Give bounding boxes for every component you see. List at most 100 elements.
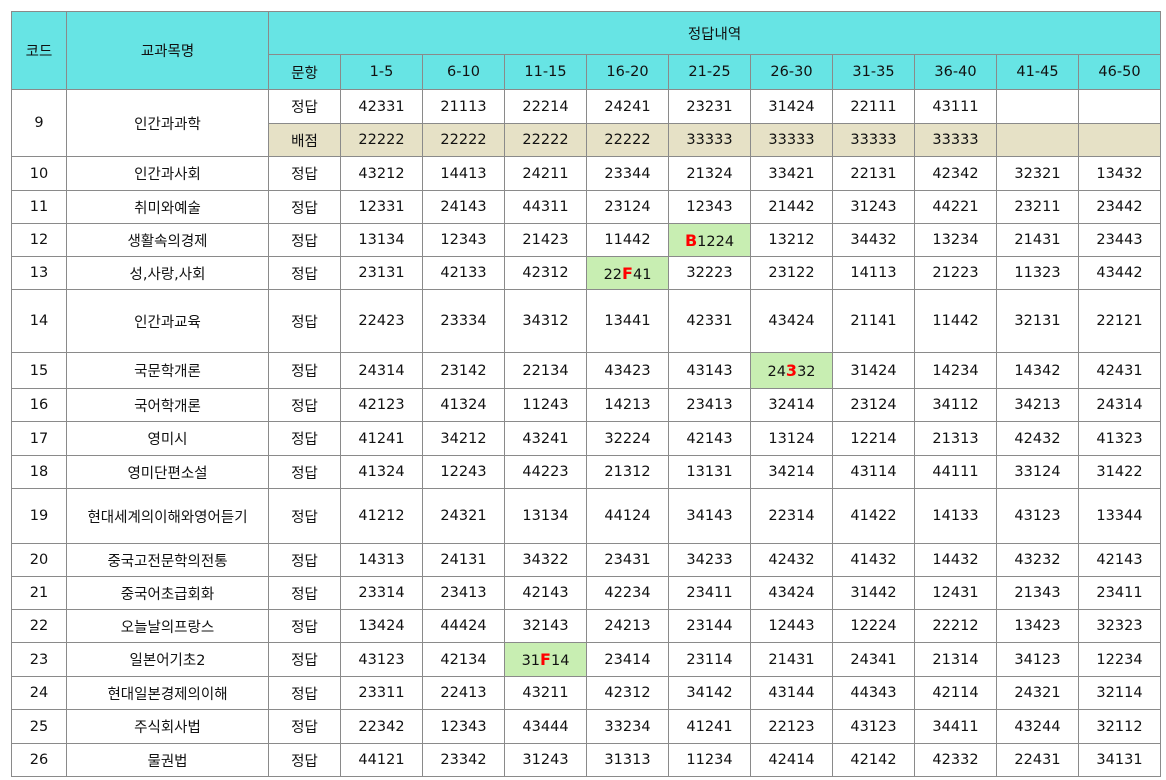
answer-label-cell: 정답 — [268, 743, 341, 777]
answer-cell: 43123 — [340, 642, 423, 677]
answer-cell: 42331 — [340, 89, 423, 124]
answer-key-table: 코드 교과목명 정답내역 문항 1-5 6-10 11-15 16-20 21-25 26… — [11, 11, 1161, 777]
answer-cell: 12443 — [750, 609, 833, 643]
answer-cell: 32323 — [1078, 609, 1161, 643]
answer-text-part: 41 — [632, 266, 652, 283]
answer-cell: 42414 — [750, 743, 833, 777]
answer-cell: 43232 — [996, 543, 1079, 577]
answer-cell: 11442 — [586, 223, 669, 257]
answer-cell: 41422 — [832, 488, 915, 544]
code-cell: 15 — [11, 352, 67, 389]
subject-cell: 인간과사회 — [66, 156, 269, 191]
answer-cell: 11323 — [996, 256, 1079, 290]
answer-cell: 32114 — [1078, 676, 1161, 710]
answer-cell: 44111 — [914, 455, 997, 489]
code-cell: 18 — [11, 455, 67, 489]
answer-cell: 21423 — [504, 223, 587, 257]
answer-cell: 13212 — [750, 223, 833, 257]
answer-cell: 44223 — [504, 455, 587, 489]
answer-cell: 34112 — [914, 388, 997, 422]
answer-cell: 13344 — [1078, 488, 1161, 544]
subject-cell: 일본어기초2 — [66, 642, 269, 677]
answer-cell: 13124 — [750, 421, 833, 456]
code-cell: 14 — [11, 289, 67, 353]
answer-cell: 23124 — [832, 388, 915, 422]
answer-cell: 44124 — [586, 488, 669, 544]
points-label-cell: 배점 — [268, 123, 341, 157]
answer-cell: 22423 — [340, 289, 423, 353]
answer-cell: 13423 — [996, 609, 1079, 643]
answer-cell: 44343 — [832, 676, 915, 710]
answer-cell: 42234 — [586, 576, 669, 610]
answer-cell: 21312 — [586, 455, 669, 489]
answer-cell: 32321 — [996, 156, 1079, 191]
answer-cell: 13234 — [914, 223, 997, 257]
answer-cell: 32131 — [996, 289, 1079, 353]
answer-label-cell: 정답 — [268, 543, 341, 577]
answer-cell: 34233 — [668, 543, 751, 577]
answer-cell: 32223 — [668, 256, 751, 290]
answer-label-cell: 정답 — [268, 421, 341, 456]
answer-cell: 23144 — [668, 609, 751, 643]
answer-cell: 43123 — [832, 709, 915, 744]
answer-cell: 12343 — [422, 709, 505, 744]
subject-cell: 인간과과학 — [66, 89, 269, 157]
answer-cell: 23413 — [422, 576, 505, 610]
code-cell: 9 — [11, 89, 67, 157]
answer-cell: 23131 — [340, 256, 423, 290]
answer-cell: 42432 — [750, 543, 833, 577]
subject-cell: 주식회사법 — [66, 709, 269, 744]
table-row: 22 오늘날의프랑스 정답 13424 44424 32143 24213 23144 1244… — [11, 609, 1161, 643]
table-row: 21 중국어초급회화 정답 23314 23413 42143 42234 23411 4342… — [11, 576, 1161, 610]
answer-label-cell: 정답 — [268, 156, 341, 191]
answer-cell: 13424 — [340, 609, 423, 643]
answer-cell: 23414 — [586, 642, 669, 677]
answer-cell: 31442 — [832, 576, 915, 610]
answer-cell: 24321 — [422, 488, 505, 544]
code-cell: 19 — [11, 488, 67, 544]
answer-cell: 24332 — [750, 352, 833, 389]
answer-text-part: 32 — [797, 364, 816, 380]
answer-cell: 22413 — [422, 676, 505, 710]
answer-cell: 41212 — [340, 488, 423, 544]
answer-cell: 11442 — [914, 289, 997, 353]
range-header: 31-35 — [832, 54, 915, 90]
answer-label-cell: 정답 — [268, 642, 341, 677]
answer-cell: 12224 — [832, 609, 915, 643]
answer-cell: 41241 — [340, 421, 423, 456]
answer-cell: 42143 — [1078, 543, 1161, 577]
answer-cell: 32224 — [586, 421, 669, 456]
answer-cell: 41432 — [832, 543, 915, 577]
answer-cell: 34123 — [996, 642, 1079, 677]
answer-cell: 43444 — [504, 709, 587, 744]
answer-cell: 23411 — [1078, 576, 1161, 610]
answer-label-cell: 정답 — [268, 352, 341, 389]
answer-cell: 42342 — [914, 156, 997, 191]
answer-cell: 32414 — [750, 388, 833, 422]
answer-cell — [996, 89, 1079, 124]
points-cell — [1078, 123, 1161, 157]
answer-label-cell: 정답 — [268, 190, 341, 224]
answer-cell: 23231 — [668, 89, 751, 124]
answer-cell: 42114 — [914, 676, 997, 710]
points-cell: 22222 — [340, 123, 423, 157]
answer-label-cell: 정답 — [268, 388, 341, 422]
code-cell: 21 — [11, 576, 67, 610]
answer-cell: 24211 — [504, 156, 587, 191]
answer-cell: 43212 — [340, 156, 423, 191]
answer-cell: 22123 — [750, 709, 833, 744]
answer-cell: 31F14 — [504, 642, 587, 677]
header-row-2: 문항 1-5 6-10 11-15 16-20 21-25 26-30 31-35 36-40… — [12, 54, 1161, 90]
answer-cell: 44424 — [422, 609, 505, 643]
answer-cell: 43424 — [750, 289, 833, 353]
points-cell: 33333 — [914, 123, 997, 157]
answer-cell: 43211 — [504, 676, 587, 710]
subject-cell: 현대일본경제의이해 — [66, 676, 269, 710]
answer-cell: 21223 — [914, 256, 997, 290]
points-cell — [996, 123, 1079, 157]
answer-cell: 14133 — [914, 488, 997, 544]
range-header: 1-5 — [340, 54, 423, 90]
answer-cell: 34214 — [750, 455, 833, 489]
answer-cell: 23411 — [668, 576, 751, 610]
answer-cell: 13441 — [586, 289, 669, 353]
